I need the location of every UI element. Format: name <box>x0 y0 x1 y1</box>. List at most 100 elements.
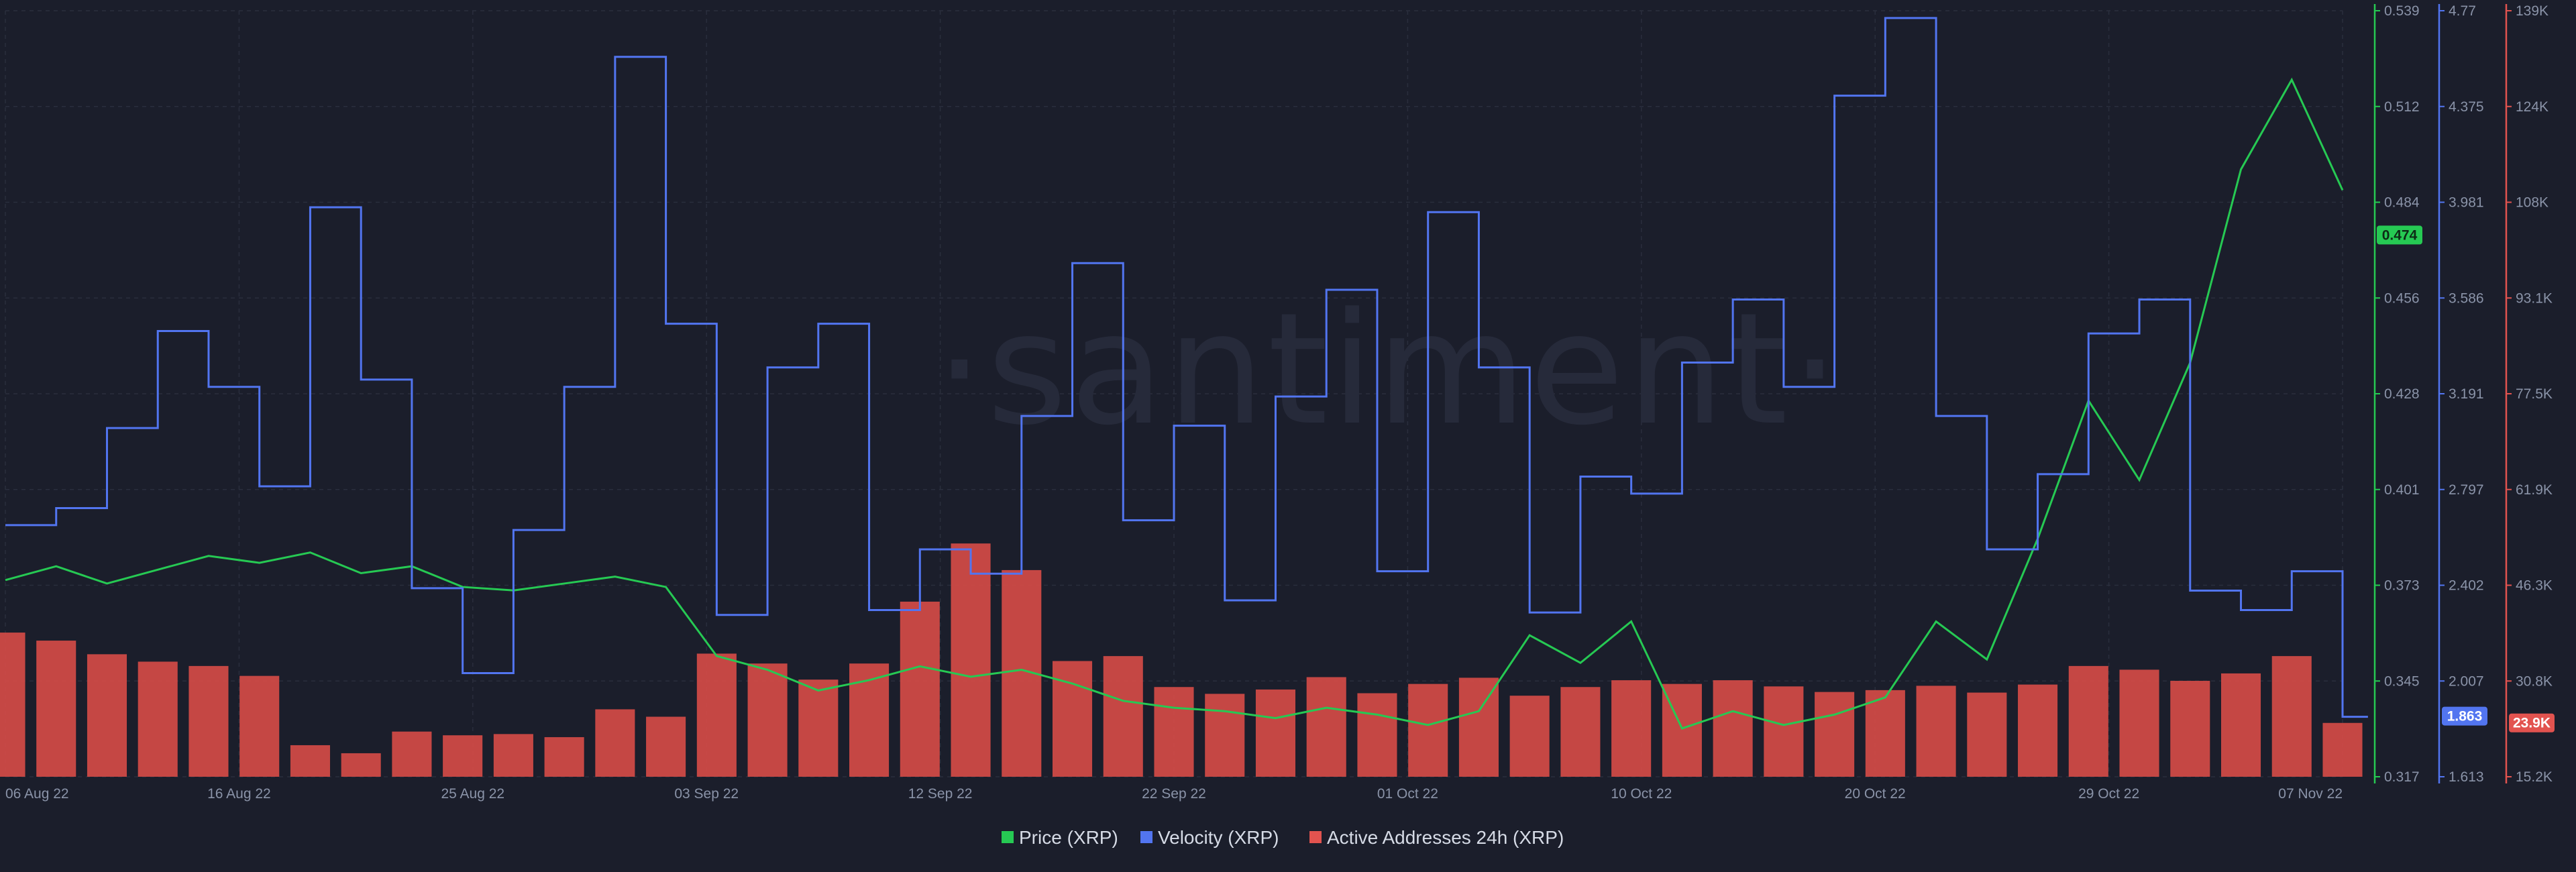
velocity-axis-tick-label: 3.586 <box>2449 290 2484 306</box>
active-addresses-bar <box>1764 686 1804 777</box>
price-last-value-tag <box>2377 225 2422 245</box>
legend-swatch <box>1002 831 1014 843</box>
active-addresses-bar <box>1560 687 1601 777</box>
active-addresses-bar <box>443 735 483 777</box>
active-addresses-bar <box>1154 687 1194 777</box>
x-tick-label: 01 Oct 22 <box>1377 786 1438 802</box>
price-axis-tick-label: 0.539 <box>2384 3 2420 19</box>
x-tick-label: 06 Aug 22 <box>5 786 69 802</box>
velocity-line <box>5 17 2368 718</box>
active-addresses-bar <box>1357 693 1397 777</box>
active-addresses-bar <box>138 661 178 777</box>
active-addresses-axis-tick-label: 139K <box>2516 3 2548 19</box>
series-lines <box>5 17 2368 730</box>
active-addresses-bar <box>544 737 584 777</box>
active-addresses-bar <box>646 716 686 777</box>
active-addresses-bar <box>290 745 330 777</box>
price-axis-tick-label: 0.317 <box>2384 769 2420 785</box>
active-addresses-bar <box>0 633 25 777</box>
active-addresses-bar <box>341 753 381 777</box>
active-addresses-axis-tick-label: 124K <box>2516 99 2548 115</box>
active-addresses-bar <box>2119 669 2159 777</box>
price-axis-tick-label: 0.512 <box>2384 99 2420 115</box>
legend-label: Active Addresses 24h (XRP) <box>1327 827 1564 848</box>
active-addresses-bar <box>493 734 533 777</box>
price-axis-tick-label: 0.456 <box>2384 290 2420 306</box>
active-addresses-bar <box>239 675 280 777</box>
active-addresses-bar <box>2322 722 2363 777</box>
legend-swatch <box>1140 831 1152 843</box>
x-tick-label: 12 Sep 22 <box>908 786 973 802</box>
x-tick-label: 07 Nov 22 <box>2278 786 2343 802</box>
active-addresses-bar <box>1815 692 1855 777</box>
active-addresses-bar <box>696 653 737 777</box>
legend-label: Velocity (XRP) <box>1158 827 1279 848</box>
x-tick-label: 29 Oct 22 <box>2078 786 2139 802</box>
axes: 0.539 0.512 0.484 0.456 0.428 0.401 0.373 0.345… <box>2373 3 2553 785</box>
active-addresses-bar <box>1967 692 2007 777</box>
active-addresses-axis-tick-label: 46.3K <box>2516 578 2553 594</box>
active-addresses-bar <box>1052 661 1093 777</box>
velocity-axis-tick-label: 2.797 <box>2449 482 2484 498</box>
active-addresses-bar <box>87 654 127 777</box>
active-addresses-bar <box>392 731 432 777</box>
x-tick-label: 20 Oct 22 <box>1845 786 1906 802</box>
active-addresses-bar <box>1916 686 1956 777</box>
active-addresses-axis-tick-label: 108K <box>2516 195 2548 211</box>
price-line <box>5 77 2344 730</box>
santiment-watermark: ·santiment· <box>935 280 1842 459</box>
price-axis-tick-label: 0.401 <box>2384 482 2420 498</box>
velocity-axis-tick-label: 1.613 <box>2449 769 2484 785</box>
x-tick-label: 03 Sep 22 <box>674 786 739 802</box>
active-addresses-bar <box>1458 677 1499 777</box>
active-addresses-bar <box>2018 684 2058 777</box>
active-addresses-bar <box>900 601 940 777</box>
active-addresses-axis-tick-label: 30.8K <box>2516 673 2553 689</box>
active-addresses-bar <box>2068 665 2108 777</box>
active-last-value-label: 23.9K <box>2513 716 2551 731</box>
price-last-value-label: 0.474 <box>2382 227 2418 243</box>
active-addresses-bar <box>1509 696 1550 777</box>
active-last-value-tag <box>2509 713 2555 732</box>
active-addresses-bar <box>2170 681 2210 777</box>
velocity-last-value-tag <box>2442 706 2487 726</box>
velocity-axis-tick-label: 2.402 <box>2449 578 2484 594</box>
active-addresses-bar <box>595 709 635 777</box>
active-addresses-bar <box>2271 656 2312 777</box>
velocity-axis-tick-label: 4.375 <box>2449 99 2484 115</box>
velocity-axis-tick-label: 3.981 <box>2449 195 2484 211</box>
legend: Price (XRP) Velocity (XRP) Active Addresse… <box>1002 827 1564 848</box>
active-addresses-bar <box>798 679 839 777</box>
velocity-axis-tick-label: 4.77 <box>2449 3 2476 19</box>
active-addresses-bar <box>951 543 991 777</box>
active-addresses-bar <box>1103 656 1143 777</box>
x-tick-label: 10 Oct 22 <box>1611 786 1672 802</box>
legend-swatch <box>1309 831 1322 843</box>
velocity-axis-tick-label: 3.191 <box>2449 386 2484 402</box>
price-axis-tick-label: 0.428 <box>2384 386 2420 402</box>
active-addresses-axis-tick-label: 77.5K <box>2516 386 2553 402</box>
active-addresses-bar <box>1255 689 1296 777</box>
last-value-tags: 0.474 1.863 23.9K <box>2377 225 2555 732</box>
active-addresses-axis-tick-label: 93.1K <box>2516 290 2553 306</box>
active-addresses-bar <box>1306 677 1346 777</box>
active-addresses-bar <box>747 663 788 777</box>
active-addresses-axis-tick-label: 61.9K <box>2516 482 2553 498</box>
price-axis-tick-label: 0.484 <box>2384 195 2420 211</box>
legend-label: Price (XRP) <box>1019 827 1118 848</box>
active-addresses-axis-tick-label: 15.2K <box>2516 769 2553 785</box>
active-addresses-bar <box>2220 673 2261 777</box>
active-addresses-bars <box>0 543 2363 777</box>
active-addresses-bar <box>1408 684 1448 777</box>
active-addresses-bar <box>36 641 76 777</box>
active-addresses-bar <box>1611 680 1652 777</box>
active-addresses-bar <box>1205 694 1245 777</box>
x-tick-label: 16 Aug 22 <box>207 786 271 802</box>
x-tick-label: 25 Aug 22 <box>441 786 505 802</box>
active-addresses-bar <box>1865 690 1905 777</box>
x-axis-ticks: 06 Aug 22 16 Aug 22 25 Aug 22 03 Sep 22 12 S… <box>5 786 2343 802</box>
velocity-axis-tick-label: 2.007 <box>2449 673 2484 689</box>
price-axis-tick-label: 0.345 <box>2384 673 2420 689</box>
